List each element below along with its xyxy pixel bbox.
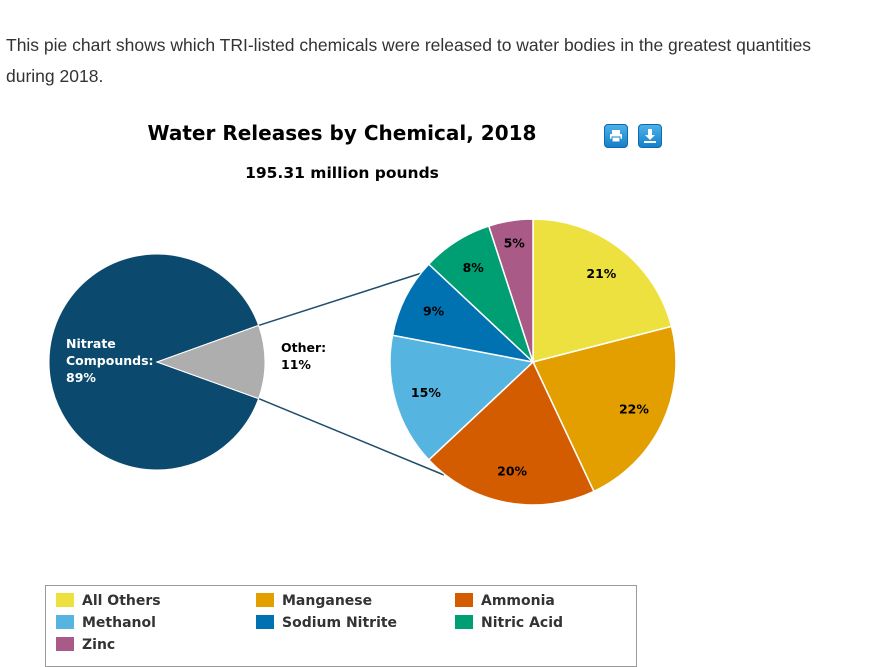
legend-label: Manganese (282, 593, 373, 609)
legend-swatch (455, 615, 473, 629)
label-other: Other: 11% (281, 340, 326, 372)
legend-swatch (56, 615, 74, 629)
data-label-methanol: 15% (411, 385, 441, 400)
slice-manganese[interactable] (531, 325, 677, 493)
slice-zinc[interactable] (487, 218, 534, 363)
main-pie: Nitrate Compounds: 89% Other: 11% (48, 253, 326, 471)
data-label-all-others: 21% (586, 266, 616, 281)
legend-label: All Others (82, 593, 161, 609)
legend-label: Ammonia (481, 593, 555, 609)
chart-title: Water Releases by Chemical, 2018 (148, 121, 537, 145)
data-label-nitric-acid: 8% (463, 260, 485, 275)
download-icon[interactable] (638, 124, 662, 148)
data-label-manganese: 22% (619, 401, 649, 416)
legend-swatch (56, 593, 74, 607)
slice-methanol[interactable] (389, 334, 535, 461)
chart-area: Water Releases by Chemical, 2018 195.31 … (48, 121, 677, 506)
slice-sodium-nitrite[interactable] (391, 263, 536, 364)
connector-line-top (258, 270, 429, 327)
slice-other[interactable] (155, 324, 266, 400)
breakdown-pie: 21% 22% 20% 15% 9% 8% 5% (389, 218, 677, 506)
legend-label: Zinc (82, 637, 116, 653)
slice-ammonia[interactable] (427, 360, 595, 506)
legend-swatch (455, 593, 473, 607)
legend-label: Sodium Nitrite (282, 615, 398, 631)
connector-lines (258, 270, 445, 476)
data-label-zinc: 5% (504, 235, 526, 250)
legend-label: Methanol (82, 615, 156, 631)
legend-swatch (256, 593, 274, 607)
connector-line-bottom (258, 397, 445, 476)
chart-subtitle: 195.31 million pounds (245, 164, 439, 182)
intro-paragraph: This pie chart shows which TRI-listed ch… (6, 35, 812, 86)
slice-nitrate-compounds[interactable] (48, 253, 260, 471)
slice-all-others[interactable] (532, 218, 673, 363)
print-icon[interactable] (604, 124, 628, 148)
legend-swatch (256, 615, 274, 629)
legend-swatch (56, 637, 74, 651)
data-label-sodium-nitrite: 9% (423, 303, 445, 318)
data-label-ammonia: 20% (497, 464, 527, 479)
chart-legend: All Others Manganese Ammonia Methanol Sodium… (45, 585, 637, 667)
label-nitrate-compounds: Nitrate Compounds: 89% (66, 336, 154, 385)
legend-label: Nitric Acid (481, 615, 564, 631)
